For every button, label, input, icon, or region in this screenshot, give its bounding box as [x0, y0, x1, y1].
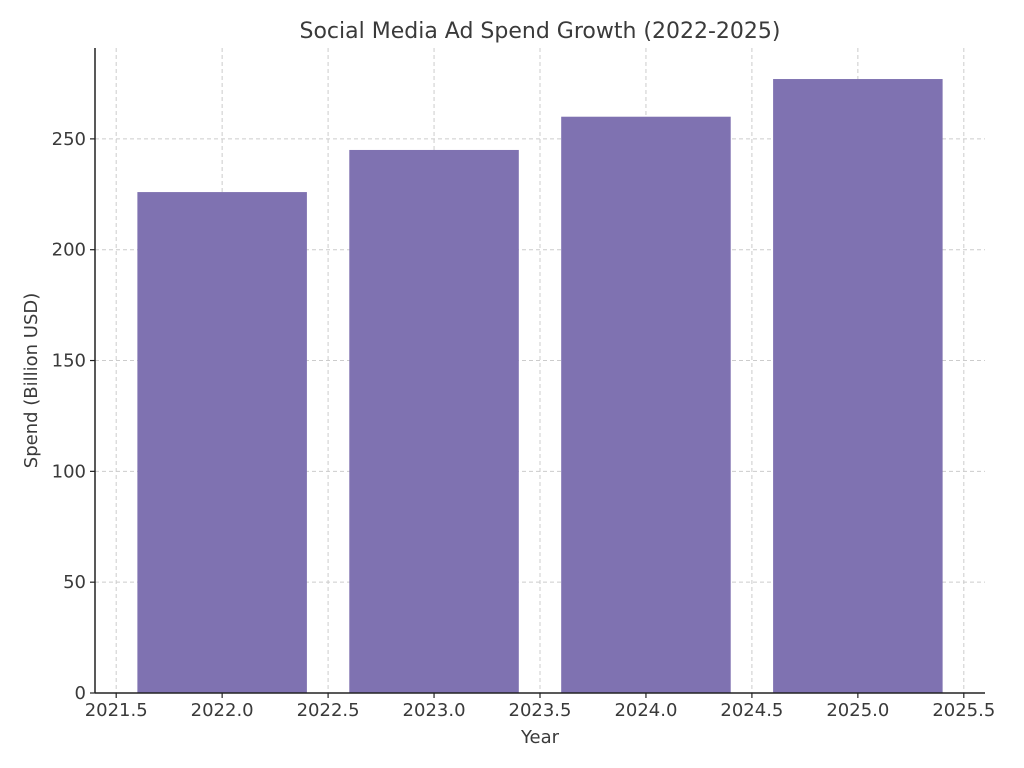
y-tick-label: 100 — [52, 461, 86, 482]
x-tick-label: 2023.5 — [509, 700, 572, 721]
bars — [137, 79, 943, 694]
y-axis-label: Spend (Billion USD) — [21, 293, 42, 468]
x-tick-label: 2022.5 — [297, 700, 360, 721]
x-tick-label: 2022.0 — [191, 700, 254, 721]
y-ticks: 0 50 100 150 200 250 — [52, 129, 95, 704]
x-axis-label: Year — [520, 727, 560, 748]
x-ticks: 2021.5 2022.0 2022.5 2023.0 2023.5 2024.0 2024… — [85, 693, 995, 721]
bar-2025 — [773, 79, 943, 693]
bar-2022 — [137, 192, 307, 694]
y-tick-label: 150 — [52, 351, 86, 372]
bar-2023 — [349, 149, 519, 694]
x-tick-label: 2021.5 — [85, 700, 148, 721]
x-tick-label: 2024.5 — [720, 700, 783, 721]
y-tick-label: 200 — [52, 240, 86, 261]
bar-2024 — [561, 116, 731, 693]
x-tick-label: 2025.0 — [826, 700, 889, 721]
x-tick-label: 2025.5 — [932, 700, 995, 721]
chart-title: Social Media Ad Spend Growth (2022-2025) — [300, 19, 781, 44]
y-tick-label: 50 — [63, 572, 86, 593]
y-tick-label: 250 — [52, 129, 86, 150]
y-tick-label: 0 — [75, 683, 86, 704]
x-tick-label: 2023.0 — [403, 700, 466, 721]
x-tick-label: 2024.0 — [614, 700, 677, 721]
